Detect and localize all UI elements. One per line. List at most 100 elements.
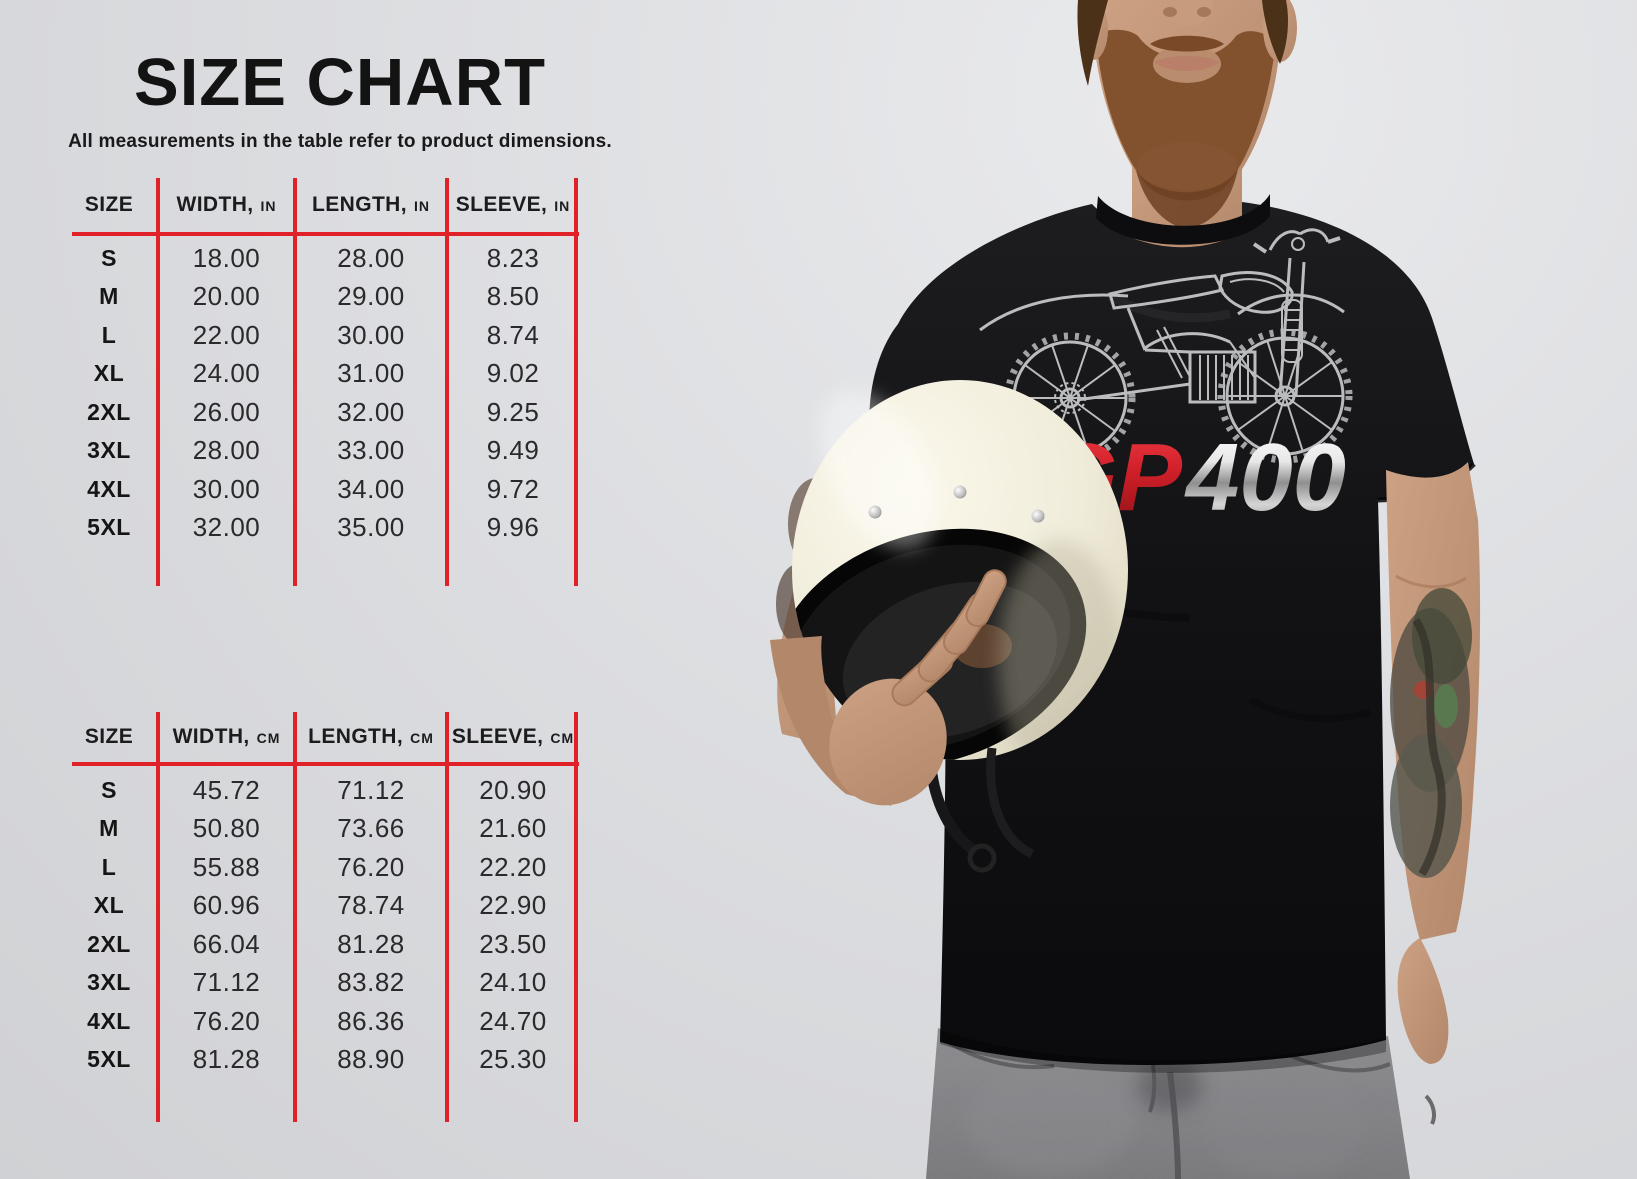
size-label-cell: S — [101, 776, 117, 803]
mustache — [1150, 35, 1224, 52]
table-divider-line — [445, 712, 449, 1122]
measurement-cell: 50.80 — [192, 813, 261, 844]
size-label-cell: 4XL — [87, 1007, 131, 1034]
right-arm — [1386, 462, 1481, 1125]
measurement-cell: 20.90 — [479, 774, 547, 805]
tshirt-collar — [1096, 194, 1270, 245]
size-label-cell: XL — [93, 360, 125, 387]
model-photo: GP 400 — [770, 0, 1481, 1179]
size-label-cell: 5XL — [87, 1046, 131, 1073]
measurement-cell: 26.00 — [192, 396, 261, 427]
table-header-underline — [72, 232, 579, 236]
measurement-cell: 9.49 — [486, 435, 540, 466]
nose — [1160, 0, 1214, 26]
measurement-cell: 24.70 — [479, 1005, 547, 1036]
column-label: WIDTH, — [176, 193, 254, 216]
measurement-cell: 30.00 — [192, 473, 261, 504]
measurement-cell: 9.02 — [486, 358, 540, 389]
measurement-cell: 9.96 — [486, 512, 540, 543]
column-header: WIDTH, CM — [158, 725, 295, 749]
size-label-cell: 2XL — [87, 930, 131, 957]
size-label-cell: L — [101, 853, 117, 880]
table-divider-line — [293, 178, 297, 586]
column-unit: CM — [410, 730, 434, 746]
column-header: WIDTH, IN — [158, 193, 295, 217]
measurement-cell: 71.12 — [337, 774, 405, 805]
table-divider-line — [574, 178, 578, 586]
column-label: SIZE — [84, 725, 134, 748]
measurement-cell: 88.90 — [337, 1044, 405, 1075]
measurement-cell: 24.00 — [192, 358, 261, 389]
snap-button — [953, 485, 967, 499]
sideburn-hair — [1077, 0, 1108, 86]
size-label-cell: S — [101, 244, 117, 271]
left-hand — [770, 569, 1007, 806]
size-table-centimeters: SIZE WIDTH, CM LENGTH, CM SLEEVE, CM S 45.72 71.… — [60, 712, 579, 1122]
table-header-row: SIZE WIDTH, IN LENGTH, IN SLEEVE, IN — [60, 178, 579, 232]
column-label: SLEEVE, — [451, 725, 544, 748]
jeans — [926, 1028, 1410, 1179]
measurement-cell: 86.36 — [337, 1005, 405, 1036]
strap-ring — [967, 843, 997, 873]
size-label-cell: M — [99, 815, 119, 842]
measurement-cell: 22.90 — [479, 890, 547, 921]
measurement-cell: 83.82 — [337, 967, 405, 998]
measurement-cell: 21.60 — [479, 813, 547, 844]
left-forearm-tattoo — [1390, 588, 1472, 878]
measurement-cell: 35.00 — [337, 512, 405, 543]
measurement-cell: 9.25 — [486, 396, 540, 427]
measurement-cell: 29.00 — [337, 281, 405, 312]
column-unit: CM — [256, 730, 281, 746]
measurement-cell: 66.04 — [192, 928, 261, 959]
column-header: SLEEVE, IN — [447, 193, 579, 217]
table-divider-line — [156, 712, 160, 1122]
measurement-cell: 8.74 — [486, 319, 540, 350]
measurement-cell: 33.00 — [337, 435, 405, 466]
measurement-cell: 32.00 — [192, 512, 261, 543]
measurement-cell: 25.30 — [479, 1044, 547, 1075]
column-unit: IN — [554, 198, 571, 214]
400-text: 400 — [1184, 424, 1346, 531]
column-unit: CM — [550, 730, 575, 746]
measurement-cell: 22.20 — [479, 851, 547, 882]
snap-button — [1031, 509, 1045, 523]
column-unit: IN — [260, 198, 277, 214]
column-label: LENGTH, — [308, 725, 404, 748]
table-divider-line — [156, 178, 160, 586]
measurement-cell: 45.72 — [192, 774, 261, 805]
size-label-cell: 2XL — [87, 398, 131, 425]
table-header-underline — [72, 762, 579, 766]
table-divider-line — [445, 178, 449, 586]
measurement-cell: 22.00 — [192, 319, 261, 350]
right-hand — [1397, 938, 1449, 1064]
measurement-cell: 60.96 — [192, 890, 261, 921]
column-label: LENGTH, — [312, 193, 407, 216]
table-body: S 18.00 28.00 8.23 M 20.00 29.00 8.50 L 22.00 30.0… — [60, 239, 579, 547]
size-chart-panel: SIZE CHART All measurements in the table… — [0, 0, 680, 153]
measurement-cell: 81.28 — [192, 1044, 261, 1075]
column-header: LENGTH, CM — [295, 725, 447, 749]
page-subtitle: All measurements in the table refer to p… — [68, 131, 612, 152]
column-unit: IN — [413, 198, 430, 214]
table-divider-line — [293, 712, 297, 1122]
size-label-cell: 3XL — [87, 437, 131, 464]
beard — [1096, 29, 1276, 201]
table-divider-line — [574, 712, 578, 1122]
measurement-cell: 31.00 — [337, 358, 405, 389]
measurement-cell: 32.00 — [337, 396, 405, 427]
measurement-cell: 24.10 — [479, 967, 547, 998]
measurement-cell: 55.88 — [192, 851, 261, 882]
measurement-cell: 78.74 — [337, 890, 405, 921]
size-table-inches: SIZE WIDTH, IN LENGTH, IN SLEEVE, IN S 18.00 28.… — [60, 178, 579, 586]
measurement-cell: 30.00 — [337, 319, 405, 350]
size-label-cell: L — [101, 321, 117, 348]
size-label-cell: 3XL — [87, 969, 131, 996]
lips — [1154, 56, 1220, 71]
table-body: S 45.72 71.12 20.90 M 50.80 73.66 21.60 L 55.88 76… — [60, 771, 579, 1079]
column-header: LENGTH, IN — [295, 193, 447, 217]
measurement-cell: 81.28 — [337, 928, 405, 959]
size-label-cell: 4XL — [87, 475, 131, 502]
measurement-cell: 18.00 — [192, 242, 261, 273]
snap-button — [868, 505, 882, 519]
measurement-cell: 34.00 — [337, 473, 405, 504]
